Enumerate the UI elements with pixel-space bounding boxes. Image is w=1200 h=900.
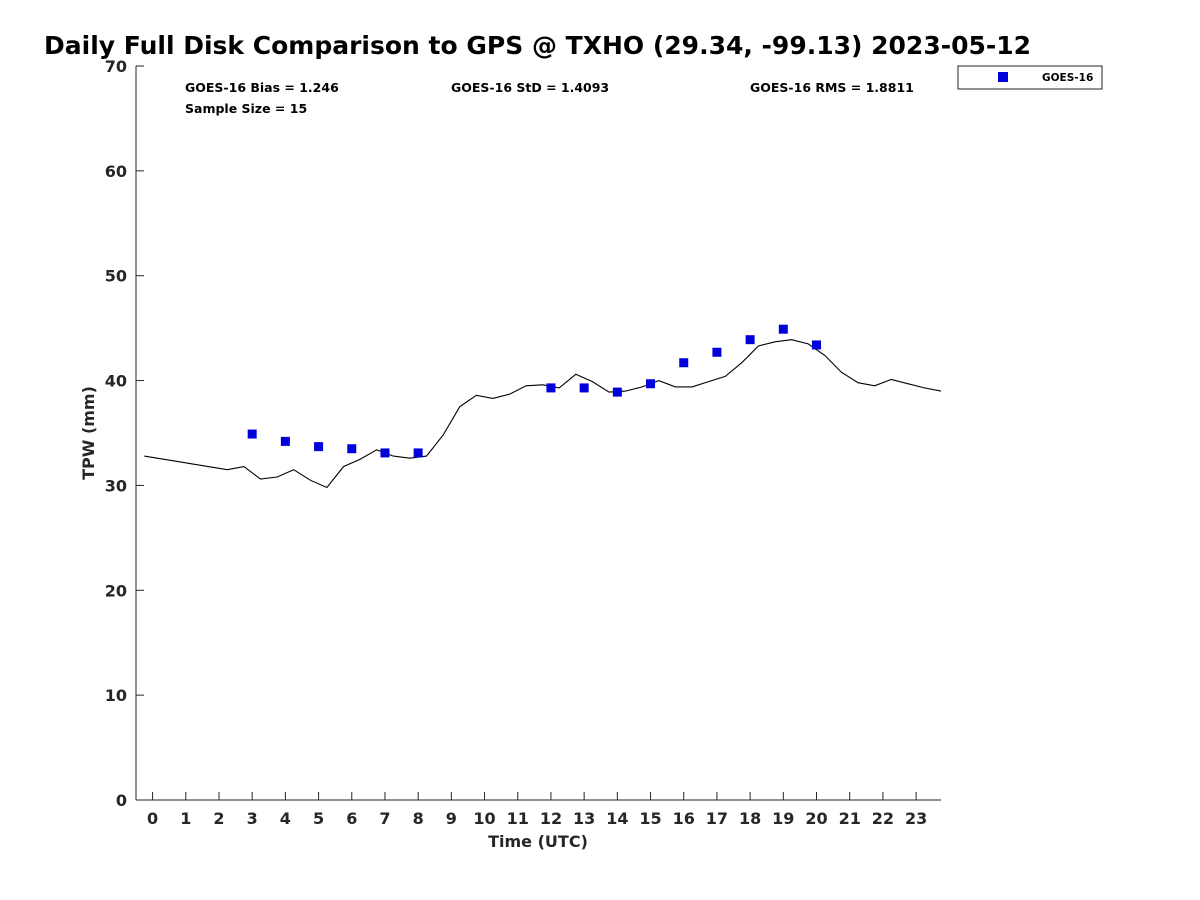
x-tick-label: 14 [606,809,628,828]
goes16-point [380,448,390,458]
stats-annotations: GOES-16 Bias = 1.246 GOES-16 StD = 1.409… [185,80,914,116]
sample-size-stat: Sample Size = 15 [185,101,307,116]
x-tick-label: 12 [540,809,562,828]
legend-label-goes16: GOES-16 [1042,72,1093,84]
goes16-point [646,379,656,389]
x-tick-label: 18 [739,809,761,828]
y-tick-label: 40 [105,372,127,391]
bias-stat: GOES-16 Bias = 1.246 [185,80,339,95]
x-tick-label: 13 [573,809,595,828]
y-tick-label: 30 [105,476,127,495]
y-tick-label: 10 [105,686,127,705]
x-axis-label: Time (UTC) [488,832,588,851]
x-tick-label: 22 [872,809,894,828]
goes16-point [712,347,722,357]
plot-frame [135,66,941,801]
goes16-point [812,340,822,350]
x-tick-label: 20 [805,809,827,828]
x-tick-label: 6 [346,809,357,828]
x-tick-label: 7 [379,809,390,828]
goes16-point [280,436,290,446]
goes16-point [579,383,589,393]
x-tick-label: 1 [180,809,191,828]
goes16-point [778,324,788,334]
goes16-point [413,448,423,458]
x-tick-label: 2 [213,809,224,828]
goes16-point [247,429,257,439]
x-tick-label: 4 [280,809,291,828]
legend-marker-goes16 [998,72,1008,82]
goes16-point [314,442,324,452]
x-tick-label: 11 [507,809,529,828]
chart-title: Daily Full Disk Comparison to GPS @ TXHO… [44,31,1031,60]
goes16-point [612,387,622,397]
x-tick-label: 23 [905,809,927,828]
x-tick-label: 10 [473,809,495,828]
x-axis-ticks: 0 1 2 3 4 5 6 7 8 9 10 11 12 13 14 15 16 17 18 19 20 21 22 23 [147,792,927,828]
y-axis-label: TPW (mm) [79,386,98,480]
x-tick-label: 21 [839,809,861,828]
y-axis-ticks: 0 10 20 30 40 50 60 70 [105,57,144,810]
x-tick-label: 9 [446,809,457,828]
y-tick-label: 70 [105,57,127,76]
x-tick-label: 8 [413,809,424,828]
x-tick-label: 3 [247,809,258,828]
legend-box [957,65,1103,90]
goes16-point [347,444,357,454]
goes16-point [679,358,689,368]
x-tick-label: 17 [706,809,728,828]
y-tick-label: 20 [105,581,127,600]
x-tick-label: 15 [639,809,661,828]
x-tick-label: 19 [772,809,794,828]
x-tick-label: 0 [147,809,158,828]
std-stat: GOES-16 StD = 1.4093 [451,80,609,95]
y-tick-label: 60 [105,162,127,181]
goes16-point [745,335,755,345]
goes16-point [546,383,556,393]
y-tick-label: 0 [116,791,127,810]
legend: GOES-16 [957,65,1103,90]
x-tick-label: 5 [313,809,324,828]
rms-stat: GOES-16 RMS = 1.8811 [750,80,914,95]
x-tick-label: 16 [673,809,695,828]
y-tick-label: 50 [105,267,127,286]
gps-line [144,339,942,489]
series-layer [144,324,942,489]
